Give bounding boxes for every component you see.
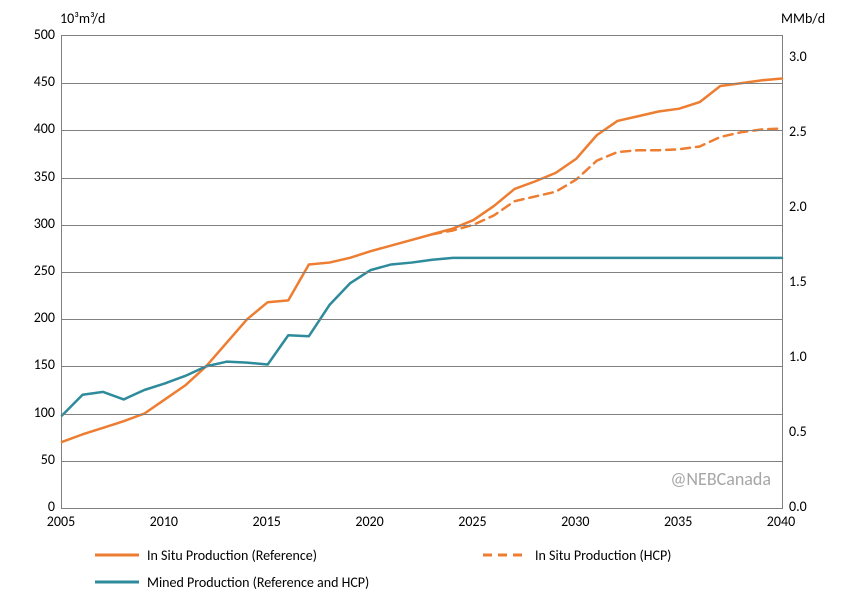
plot-area (61, 35, 783, 509)
y-right-tick-label: 1.0 (789, 348, 807, 365)
legend-label: In Situ Production (Reference) (147, 547, 317, 564)
x-tick-label: 2025 (447, 513, 497, 530)
y-left-tick-label: 350 (21, 168, 55, 185)
gridline (62, 319, 782, 320)
y-right-tick-label: 2.0 (789, 198, 807, 215)
legend-label: In Situ Production (HCP) (535, 547, 671, 564)
gridline (62, 461, 782, 462)
y-axis-left-title: 10³m³/d (60, 10, 105, 27)
watermark: @NEBCanada (670, 468, 771, 490)
series-mined (62, 258, 782, 416)
x-tick-label: 2015 (242, 513, 292, 530)
legend-swatch (95, 545, 139, 565)
gridline (62, 366, 782, 367)
y-left-tick-label: 400 (21, 120, 55, 137)
y-left-tick-label: 50 (21, 451, 55, 468)
gridline (62, 414, 782, 415)
legend-label: Mined Production (Reference and HCP) (147, 574, 369, 591)
chart-container: 10³m³/d MMb/d @NEBCanada In Situ Product… (0, 0, 846, 604)
y-left-tick-label: 500 (21, 26, 55, 43)
series-insitu_hcp (432, 129, 782, 235)
legend-item: In Situ Production (Reference) (95, 545, 317, 565)
y-right-tick-label: 2.5 (789, 123, 807, 140)
y-left-tick-label: 450 (21, 73, 55, 90)
x-tick-label: 2035 (653, 513, 703, 530)
y-left-tick-label: 250 (21, 262, 55, 279)
legend-swatch (483, 545, 527, 565)
y-right-tick-label: 0.5 (789, 423, 807, 440)
x-tick-label: 2030 (550, 513, 600, 530)
legend-item: In Situ Production (HCP) (483, 545, 671, 565)
x-tick-label: 2040 (756, 513, 806, 530)
y-right-tick-label: 3.0 (789, 48, 807, 65)
gridline (62, 178, 782, 179)
y-left-tick-label: 200 (21, 309, 55, 326)
x-tick-label: 2005 (36, 513, 86, 530)
y-left-tick-label: 100 (21, 404, 55, 421)
y-right-tick-label: 1.5 (789, 273, 807, 290)
legend-item: Mined Production (Reference and HCP) (95, 572, 369, 592)
gridline (62, 130, 782, 131)
gridline (62, 83, 782, 84)
y-left-tick-label: 300 (21, 215, 55, 232)
y-left-tick-label: 150 (21, 356, 55, 373)
x-tick-label: 2010 (139, 513, 189, 530)
y-axis-right-title: MMb/d (781, 10, 825, 27)
gridline (62, 272, 782, 273)
legend-swatch (95, 572, 139, 592)
x-tick-label: 2020 (345, 513, 395, 530)
gridline (62, 225, 782, 226)
